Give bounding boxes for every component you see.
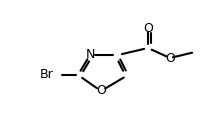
Text: Br: Br	[40, 69, 54, 82]
Text: N: N	[85, 49, 95, 61]
Text: O: O	[143, 22, 153, 35]
Text: O: O	[96, 85, 106, 98]
Text: O: O	[165, 52, 175, 65]
